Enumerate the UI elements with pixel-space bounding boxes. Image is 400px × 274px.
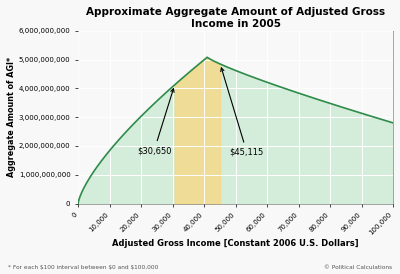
Text: $45,115: $45,115 [221,68,264,156]
Text: © Political Calculations: © Political Calculations [324,264,392,270]
X-axis label: Adjusted Gross Income [Constant 2006 U.S. Dollars]: Adjusted Gross Income [Constant 2006 U.S… [112,239,359,248]
Text: $30,650: $30,650 [137,89,174,155]
Text: * For each $100 interval between $0 and $100,000: * For each $100 interval between $0 and … [8,264,158,270]
Title: Approximate Aggregate Amount of Adjusted Gross
Income in 2005: Approximate Aggregate Amount of Adjusted… [86,7,385,28]
Y-axis label: Aggregate Amount of AGI*: Aggregate Amount of AGI* [7,57,16,177]
